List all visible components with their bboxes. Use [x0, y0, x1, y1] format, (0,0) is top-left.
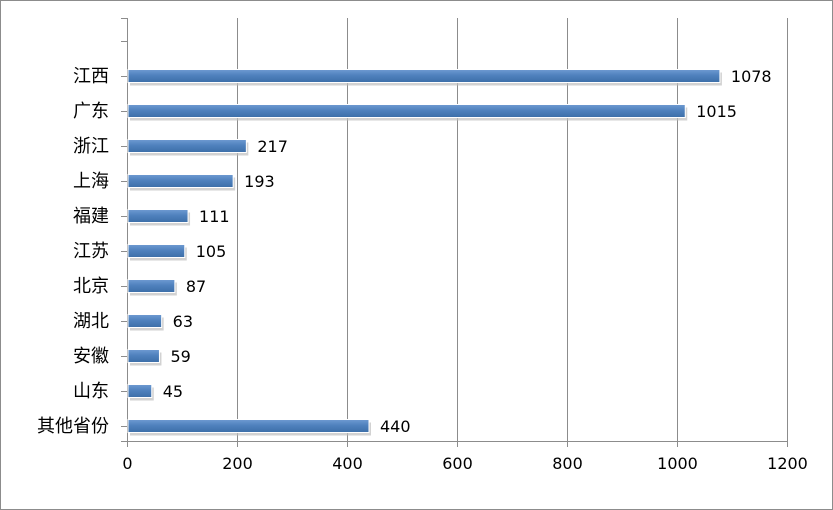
- data-label: 63: [173, 312, 193, 331]
- data-label: 440: [380, 417, 411, 436]
- data-label: 45: [163, 382, 183, 401]
- data-label: 193: [244, 172, 275, 191]
- x-tick-label: 600: [442, 454, 473, 473]
- category-label: 其他省份: [37, 416, 109, 437]
- data-label: 217: [257, 137, 288, 156]
- data-label: 111: [199, 207, 230, 226]
- category-label: 江西: [73, 66, 109, 87]
- category-label: 江苏: [73, 241, 109, 262]
- bar: [127, 279, 176, 293]
- category-label: 山东: [73, 381, 109, 402]
- category-label: 安徽: [73, 346, 109, 367]
- bars: [127, 69, 722, 436]
- x-tick-label: 1200: [767, 454, 808, 473]
- x-tick-label: 800: [552, 454, 583, 473]
- x-tick-label: 400: [332, 454, 363, 473]
- bar: [127, 69, 721, 83]
- category-label: 广东: [73, 101, 109, 122]
- category-label: 福建: [73, 206, 109, 227]
- bar: [127, 139, 247, 153]
- category-label: 湖北: [73, 311, 109, 332]
- bar: [127, 244, 186, 258]
- category-label: 浙江: [73, 136, 109, 157]
- bar: [127, 349, 160, 363]
- bar: [127, 384, 153, 398]
- bar: [127, 209, 189, 223]
- x-tick-label: 0: [122, 454, 132, 473]
- bar: [127, 174, 234, 188]
- x-tick-label: 1000: [657, 454, 698, 473]
- category-label: 上海: [73, 171, 109, 192]
- data-label: 1015: [696, 102, 737, 121]
- labels: 0 200 400 600 800 1000 1200 江西 1078 广东 1015 浙江 217 上海…: [37, 66, 808, 473]
- x-tick-label: 200: [222, 454, 253, 473]
- bar: [127, 314, 163, 328]
- category-label: 北京: [73, 276, 109, 297]
- gridlines: [237, 18, 788, 441]
- bar: [127, 104, 686, 118]
- data-label: 87: [186, 277, 206, 296]
- bar: [127, 419, 370, 433]
- data-label: 59: [170, 347, 190, 366]
- data-label: 105: [196, 242, 227, 261]
- axes: [121, 18, 788, 447]
- data-label: 1078: [731, 67, 772, 86]
